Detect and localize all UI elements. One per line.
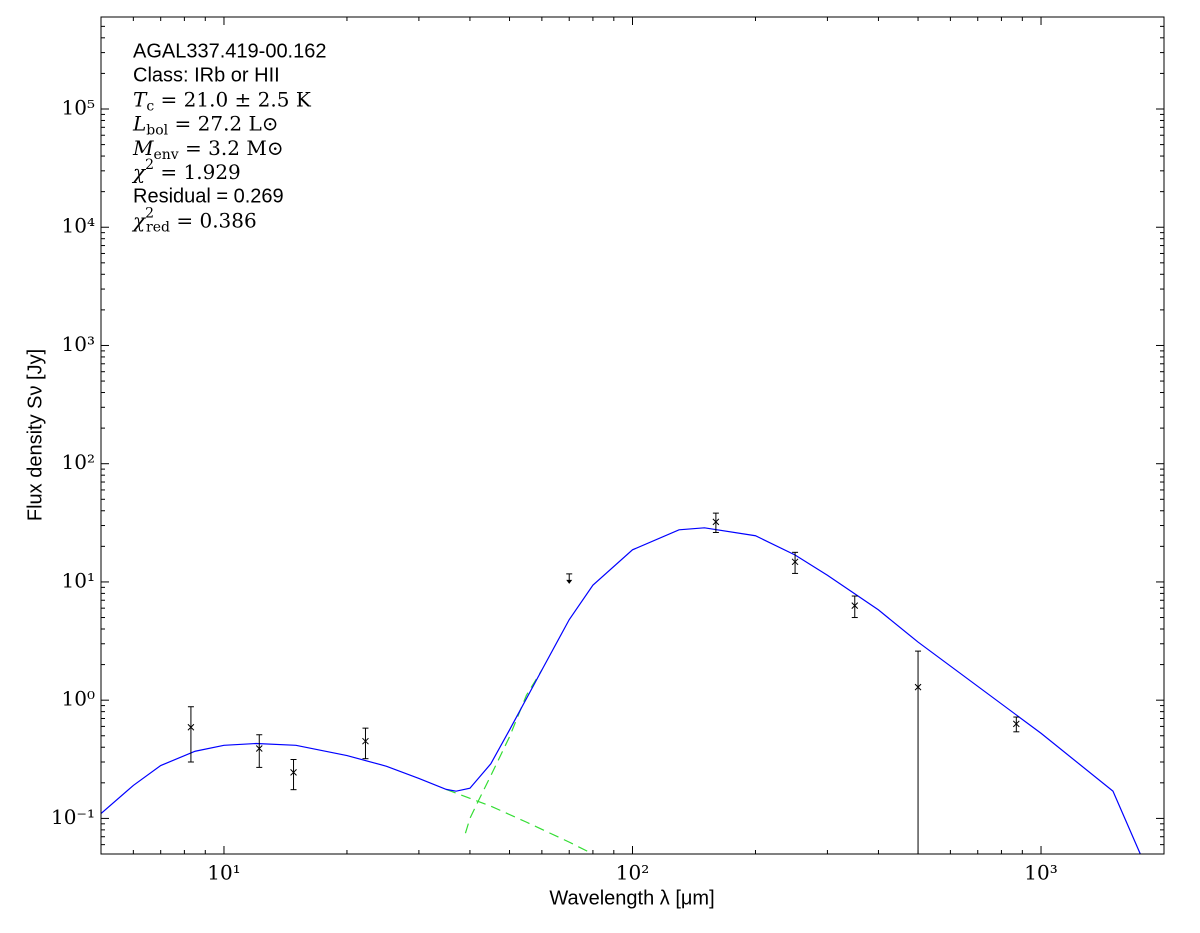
x-axis-label: Wavelength λ [μm] [549,887,714,909]
annotation-sub: env [153,147,178,163]
annotation-sup: 2 [145,205,154,221]
annotation-var: M [132,135,154,159]
component-curve [464,669,543,834]
y-tick-label: 10⁻¹ [51,805,95,829]
data-point [290,769,297,776]
upper-limit-arrow [566,579,573,584]
y-tick-label: 10⁵ [62,96,95,120]
data-point [914,683,922,691]
data-point [851,602,859,610]
annotation-var: L [132,111,146,135]
annotation: Class: IRb or HII [133,64,280,86]
annotation: χ2 = 1.929 [131,157,241,184]
component-curve [446,788,594,854]
annotation-text: = 3.2 M⊙ [179,135,284,159]
y-tick-label: 10¹ [62,568,95,592]
x-tick-label: 10¹ [207,861,240,885]
error-bar [362,727,369,760]
data-point [791,558,799,566]
annotation-var: χ [131,208,147,232]
annotation: Residual = 0.269 [133,185,284,207]
y-axis-label: Flux density Sν [Jy] [24,349,46,521]
annotation: Lbol = 27.2 L⊙ [132,111,279,139]
annotation-sup: 2 [145,157,154,173]
data-point [712,518,720,526]
annotation: AGAL337.419-00.162 [133,40,327,62]
annotation: Tc = 21.0 ± 2.5 K [133,87,312,115]
annotation-text: = 21.0 ± 2.5 K [154,87,312,111]
x-tick-label: 10³ [1024,861,1057,885]
y-tick-label: 10² [62,450,95,474]
data-point [362,737,369,745]
annotation-sub: red [146,219,170,235]
upper-limit [566,573,573,584]
error-bar [187,706,194,763]
annotation-sub: c [146,98,154,114]
error-bar [290,758,297,791]
data-point [187,723,195,731]
annotation-text: = 27.2 L⊙ [168,111,278,135]
data-point [255,745,263,752]
annotation-text: = 0.386 [170,208,257,232]
error-bar [256,734,263,768]
annotation: Menv = 3.2 M⊙ [132,135,284,163]
error-bar [792,551,799,574]
data-point [1012,720,1020,728]
error-bar [915,650,922,854]
error-bar [851,595,858,619]
annotation-text: = 1.929 [154,160,241,184]
annotation-sub: bol [146,123,168,139]
error-bar [712,512,719,533]
y-tick-label: 10⁴ [62,214,95,238]
plot-area [101,512,1141,854]
annotation-var: χ [131,160,147,184]
annotation-var: T [133,87,148,111]
x-tick-label: 10² [616,861,649,885]
y-tick-label: 10³ [62,332,95,356]
y-tick-label: 10⁰ [62,687,95,711]
annotation: χ2 red = 0.386 [131,205,257,235]
model-curve [101,527,1141,854]
